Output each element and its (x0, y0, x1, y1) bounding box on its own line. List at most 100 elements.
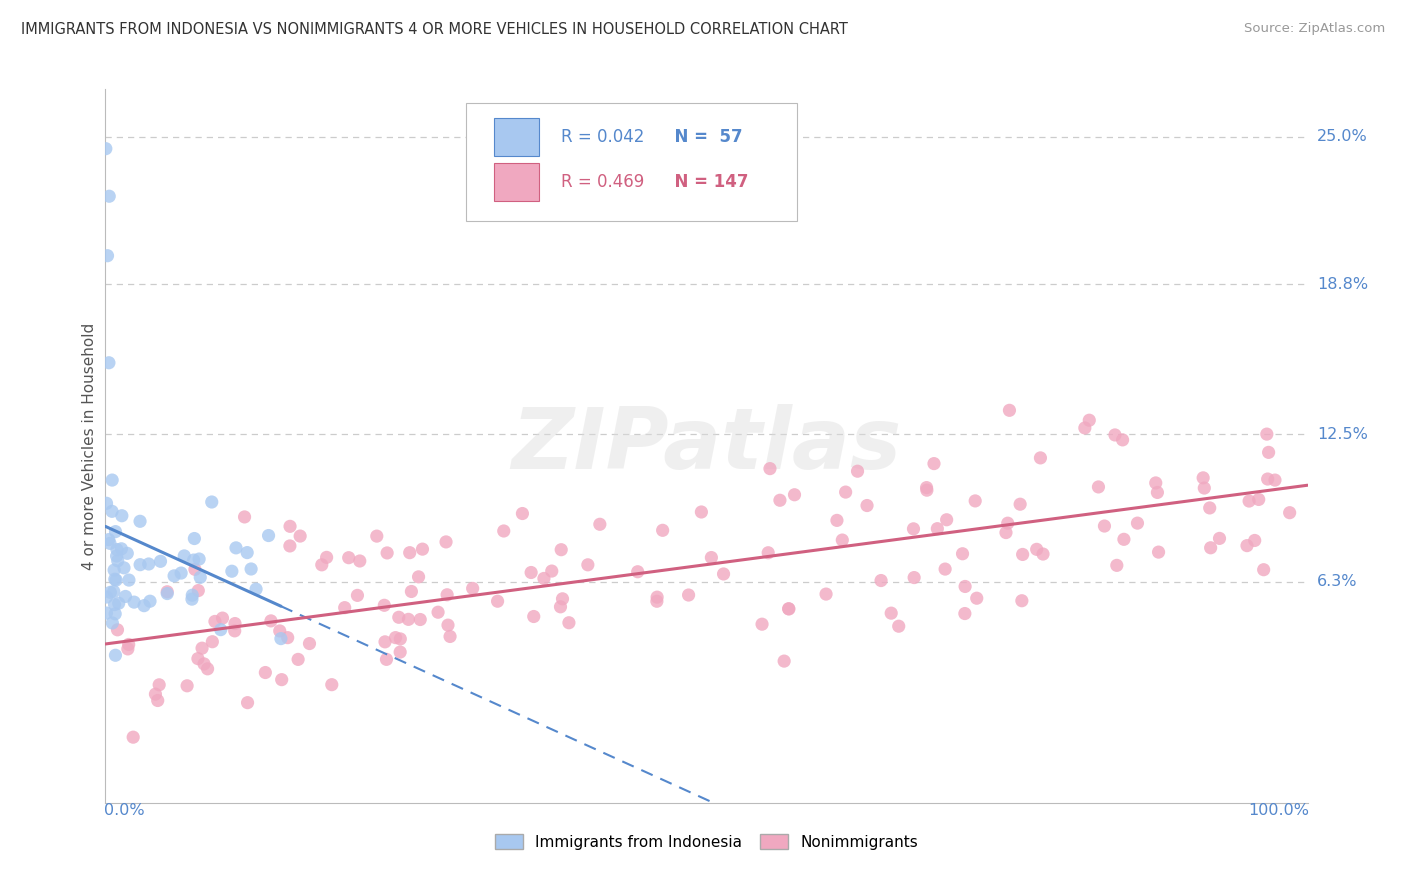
Text: 25.0%: 25.0% (1317, 129, 1368, 145)
Point (815, 587, 838, 601)
Point (96, 590, 118, 604)
Point (1011, 593, 1033, 607)
Point (389, 632, 412, 646)
Point (427, 605, 450, 619)
Point (846, 464, 869, 478)
Point (1144, 475, 1167, 490)
Point (1247, 492, 1270, 507)
Point (396, 612, 419, 626)
Text: 12.5%: 12.5% (1317, 426, 1368, 442)
Point (96, 249, 118, 263)
Point (103, 584, 125, 599)
Point (201, 634, 224, 648)
Point (103, 563, 125, 577)
Point (997, 516, 1019, 531)
FancyBboxPatch shape (494, 119, 540, 155)
Point (1194, 481, 1216, 495)
Point (434, 535, 457, 549)
Point (773, 654, 796, 668)
Point (492, 524, 515, 538)
Point (953, 579, 976, 593)
Point (384, 631, 406, 645)
Point (278, 519, 301, 533)
Point (97, 533, 120, 547)
Point (163, 569, 186, 583)
Point (870, 574, 893, 588)
Point (277, 631, 299, 645)
Point (903, 571, 925, 585)
Point (187, 651, 209, 665)
Point (145, 687, 167, 701)
Point (461, 582, 484, 596)
Point (148, 678, 170, 692)
Point (437, 618, 460, 632)
Point (103, 598, 125, 612)
Point (132, 599, 155, 613)
Text: Source: ZipAtlas.com: Source: ZipAtlas.com (1244, 22, 1385, 36)
Point (287, 652, 309, 666)
Point (1074, 421, 1097, 435)
Point (149, 554, 172, 568)
Point (1094, 519, 1116, 533)
Point (366, 529, 388, 543)
Point (1243, 533, 1265, 548)
Point (315, 550, 337, 565)
Text: 0.0%: 0.0% (104, 803, 145, 818)
Point (439, 630, 461, 644)
Point (651, 524, 673, 538)
Point (551, 591, 574, 606)
Point (209, 623, 232, 637)
Point (922, 457, 945, 471)
Point (101, 473, 124, 487)
Point (769, 493, 792, 508)
Point (183, 532, 205, 546)
FancyBboxPatch shape (465, 103, 797, 221)
Point (138, 557, 160, 571)
Point (254, 665, 277, 680)
Point (998, 403, 1021, 417)
Point (298, 636, 321, 650)
Point (146, 693, 169, 707)
Point (240, 562, 263, 576)
Point (129, 514, 152, 528)
Legend: Immigrants from Indonesia, Nonimmigrants: Immigrants from Indonesia, Nonimmigrants (489, 828, 924, 855)
Point (337, 550, 360, 565)
Point (156, 584, 179, 599)
Point (1198, 500, 1220, 515)
Y-axis label: 4 or more Vehicles in Household: 4 or more Vehicles in Household (82, 322, 97, 570)
Point (1112, 533, 1135, 547)
Point (173, 549, 195, 563)
Point (408, 570, 430, 584)
Point (994, 525, 1017, 540)
Point (373, 599, 395, 613)
Point (278, 539, 301, 553)
Point (1257, 472, 1279, 486)
Point (1126, 516, 1149, 530)
Point (197, 662, 219, 676)
Point (512, 507, 534, 521)
Point (117, 546, 139, 560)
Point (540, 564, 562, 578)
Point (486, 594, 509, 608)
Point (346, 588, 368, 602)
Point (104, 607, 127, 621)
Point (111, 508, 134, 523)
Point (107, 596, 129, 610)
Text: R = 0.042: R = 0.042 (561, 128, 644, 146)
Point (783, 488, 806, 502)
Point (1257, 445, 1279, 459)
Point (333, 600, 356, 615)
Point (118, 573, 141, 587)
Text: 100.0%: 100.0% (1247, 803, 1309, 818)
Point (105, 573, 128, 587)
Point (104, 648, 127, 663)
Point (953, 607, 976, 621)
Point (107, 623, 129, 637)
Point (114, 590, 136, 604)
Point (193, 657, 215, 671)
Point (375, 652, 398, 666)
Point (105, 542, 128, 557)
Point (690, 505, 713, 519)
Point (1029, 450, 1052, 465)
Point (98, 189, 121, 203)
